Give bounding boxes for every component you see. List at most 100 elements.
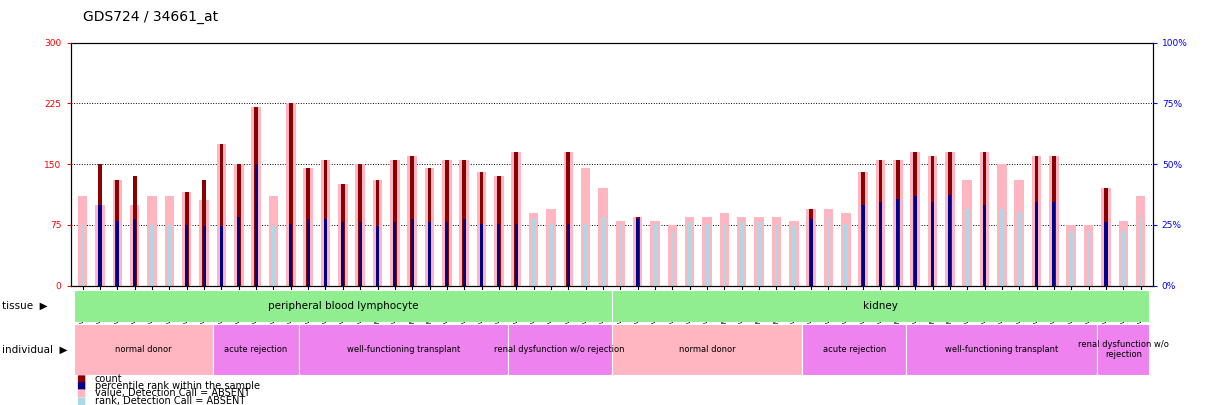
Bar (213, 324, 299, 375)
Bar (1070, 231, 1073, 286)
Bar (671, 231, 674, 286)
Text: normal donor: normal donor (679, 345, 736, 354)
Bar (497, 224, 501, 286)
Bar (841, 213, 850, 286)
Bar (199, 200, 209, 286)
Bar (806, 209, 816, 286)
Bar (651, 221, 660, 286)
Bar (462, 160, 466, 286)
Bar (879, 202, 882, 286)
Bar (896, 160, 900, 286)
Bar (948, 195, 951, 286)
Bar (741, 222, 743, 286)
Bar (1001, 209, 1003, 286)
Bar (359, 164, 362, 286)
Bar (289, 103, 293, 286)
Bar (393, 222, 396, 286)
Bar (376, 226, 379, 286)
Bar (323, 219, 327, 286)
Bar (809, 209, 814, 286)
Bar (612, 290, 1149, 322)
Bar (342, 222, 344, 286)
Bar (512, 152, 520, 286)
Bar (237, 164, 241, 286)
Bar (844, 224, 848, 286)
Bar (722, 224, 726, 286)
Bar (321, 160, 331, 286)
Bar (507, 324, 612, 375)
Text: ■: ■ (77, 388, 86, 398)
Bar (1136, 196, 1145, 286)
Bar (340, 184, 344, 286)
Bar (688, 222, 691, 286)
Bar (514, 224, 518, 286)
Bar (615, 221, 625, 286)
Bar (1049, 156, 1059, 286)
Bar (390, 160, 400, 286)
Bar (323, 160, 327, 286)
Bar (803, 324, 906, 375)
Bar (220, 226, 223, 286)
Bar (98, 205, 102, 286)
Bar (772, 217, 781, 286)
Bar (758, 222, 761, 286)
Bar (95, 205, 105, 286)
Text: well-functioning transplant: well-functioning transplant (347, 345, 460, 354)
Text: normal donor: normal donor (116, 345, 171, 354)
Bar (1083, 225, 1093, 286)
Bar (477, 172, 486, 286)
Bar (410, 156, 415, 286)
Bar (668, 225, 677, 286)
Bar (876, 160, 885, 286)
Bar (948, 152, 952, 286)
Bar (1097, 324, 1149, 375)
Bar (1014, 180, 1024, 286)
Bar (997, 164, 1007, 286)
Bar (792, 226, 795, 286)
Bar (407, 156, 417, 286)
Bar (896, 199, 900, 286)
Bar (962, 180, 972, 286)
Bar (619, 224, 621, 286)
Bar (373, 180, 382, 286)
Bar (1035, 202, 1038, 286)
Bar (861, 172, 865, 286)
Bar (563, 152, 573, 286)
Bar (789, 221, 799, 286)
Bar (462, 219, 466, 286)
Text: count: count (95, 374, 123, 384)
Bar (133, 219, 136, 286)
Bar (445, 160, 449, 286)
Bar (445, 222, 449, 286)
Bar (116, 221, 119, 286)
Bar (810, 219, 812, 286)
Bar (376, 180, 379, 286)
Bar (168, 225, 171, 286)
Bar (567, 152, 570, 286)
Bar (1102, 188, 1110, 286)
Bar (858, 172, 868, 286)
Bar (393, 160, 396, 286)
Bar (443, 160, 451, 286)
Bar (428, 222, 432, 286)
Bar (289, 224, 292, 286)
Bar (233, 164, 243, 286)
Bar (81, 225, 84, 286)
Bar (269, 196, 278, 286)
Bar (98, 164, 102, 286)
Bar (945, 152, 955, 286)
Text: ■: ■ (77, 381, 86, 391)
Bar (113, 180, 122, 286)
Bar (862, 205, 865, 286)
Bar (494, 176, 503, 286)
Bar (775, 224, 778, 286)
Bar (299, 324, 507, 375)
Text: kidney: kidney (863, 301, 897, 311)
Bar (424, 168, 434, 286)
Bar (133, 176, 136, 286)
Bar (74, 324, 213, 375)
Bar (237, 217, 241, 286)
Bar (966, 209, 969, 286)
Bar (931, 202, 934, 286)
Bar (164, 196, 174, 286)
